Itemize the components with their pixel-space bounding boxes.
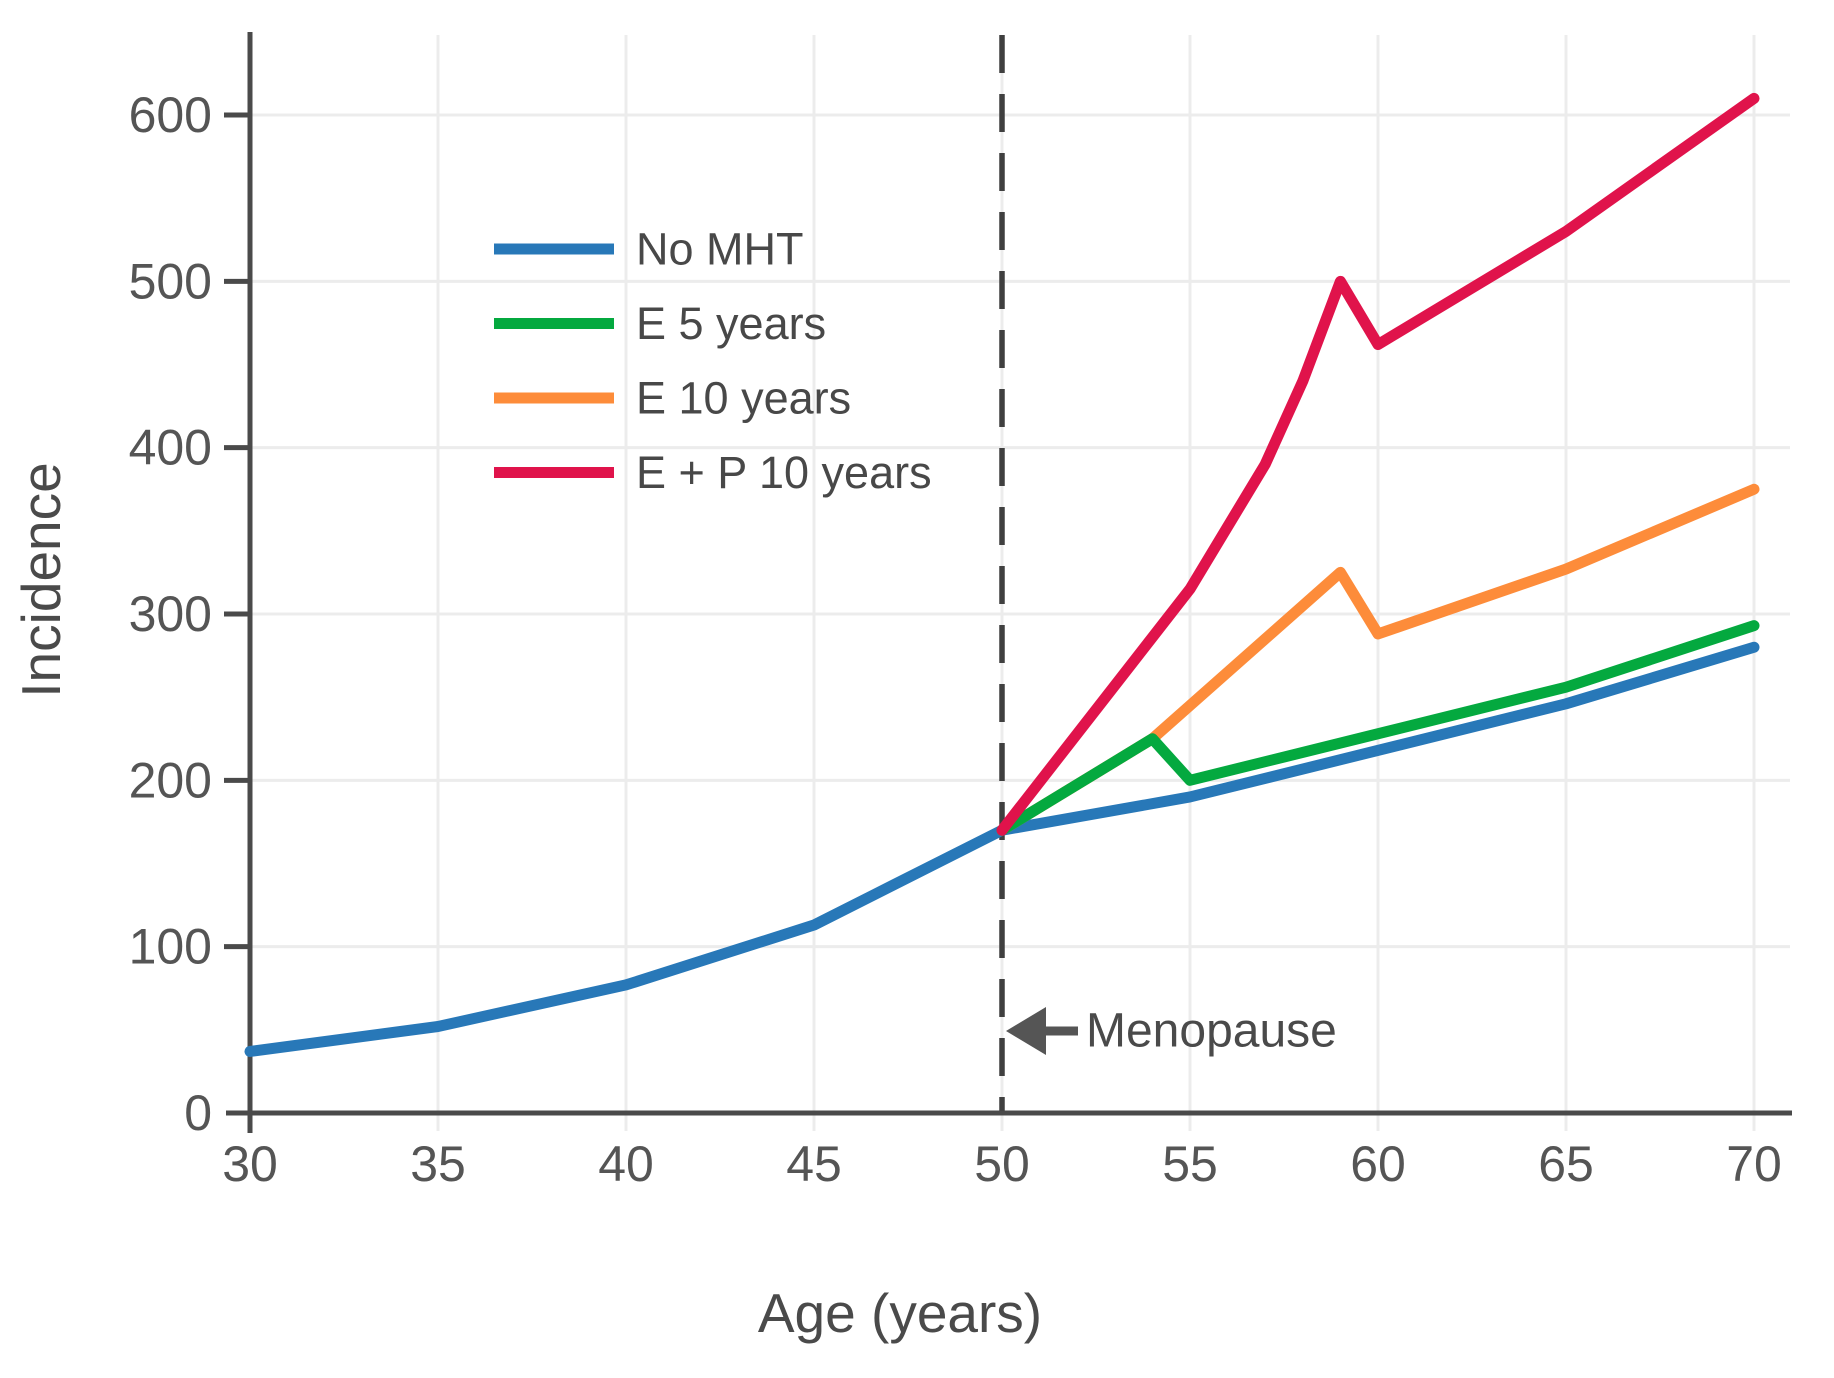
y-tick-label: 400 [129,420,212,476]
y-tick-label: 200 [129,752,212,808]
y-tick-label: 300 [129,586,212,642]
menopause-arrow-head [1006,1007,1046,1055]
tick-labels: 30 35 40 45 50 55 60 65 70 0 100 200 300 400 500 600 [129,87,1782,1192]
y-tick-label: 600 [129,87,212,143]
menopause-annotation: Menopause [1006,1005,1337,1058]
data-series [244,92,1760,1057]
x-tick-label: 55 [1162,1136,1218,1192]
x-tick-label: 40 [598,1136,654,1192]
x-tick-label: 50 [974,1136,1030,1192]
y-tick-label: 100 [129,919,212,975]
legend: No MHT E 5 years E 10 years E + P 10 years [494,224,932,498]
y-axis-title: Incidence [10,462,72,697]
y-tick-label: 500 [129,253,212,309]
x-tick-label: 65 [1538,1136,1594,1192]
x-axis-title: Age (years) [758,1282,1042,1344]
x-tick-label: 30 [222,1136,278,1192]
legend-item-no-mht: No MHT [494,224,804,275]
x-tick-label: 35 [410,1136,466,1192]
legend-label: E 5 years [636,298,826,349]
y-tick-label: 0 [184,1085,212,1141]
legend-label: No MHT [636,224,804,275]
x-tick-label: 70 [1726,1136,1782,1192]
legend-item-e-5-years: E 5 years [494,298,826,349]
series-line-e-p-10-years [996,92,1760,836]
legend-label: E + P 10 years [636,447,932,498]
gridlines [250,35,1790,1131]
x-tick-label: 45 [786,1136,842,1192]
menopause-label: Menopause [1086,1005,1337,1058]
x-tick-label: 60 [1350,1136,1406,1192]
axes [224,32,1792,1133]
legend-item-e-p-10-years: E + P 10 years [494,447,932,498]
series-line-e-5-years [996,620,1760,836]
legend-label: E 10 years [636,373,851,424]
legend-item-e-10-years: E 10 years [494,373,851,424]
